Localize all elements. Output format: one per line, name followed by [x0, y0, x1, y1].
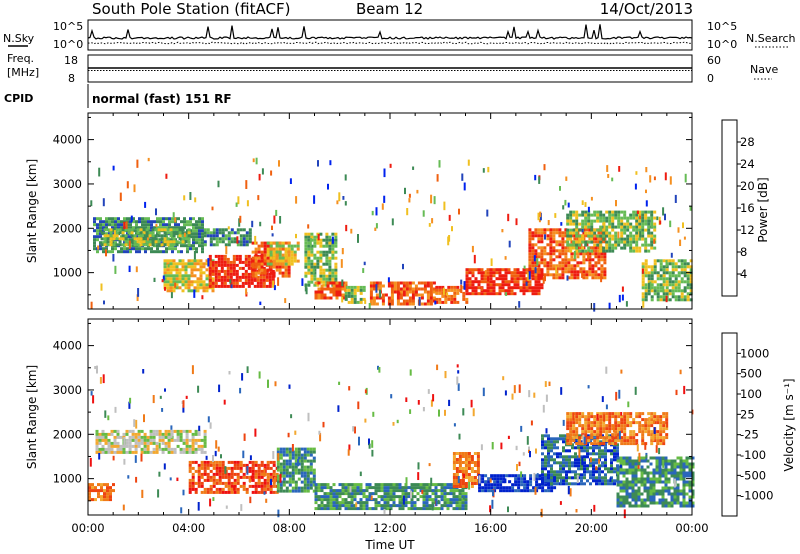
power-heatmap — [90, 157, 693, 312]
power-region-11 — [435, 285, 469, 304]
xtick-3: 12:00 — [373, 521, 406, 535]
nsky-panel: N.Sky 10^5 10^0 10^5 10^0 N.Search — [3, 19, 796, 51]
freq-panel: Freq. [MHz] 18 8 60 0 Nave — [7, 52, 778, 85]
power-region-8 — [314, 281, 348, 300]
nsearch-tick-top: 10^5 — [707, 20, 737, 33]
power-colorbar-tick-0: 4 — [740, 267, 747, 281]
velocity-colorbar-tick-4: -25 — [740, 428, 759, 442]
power-colorbar-tick-5: 24 — [740, 157, 755, 171]
velocity-ytick-3: 4000 — [53, 339, 82, 353]
freq-label: Freq. — [7, 52, 34, 65]
nsearch-label: N.Search — [746, 32, 796, 45]
power-region-9 — [344, 285, 366, 304]
nsky-label: N.Sky — [3, 32, 35, 45]
freq-tick-bottom: 8 — [68, 72, 75, 85]
velocity-region-4 — [314, 483, 468, 511]
velocity-scatter — [89, 364, 694, 519]
beam-title: Beam 12 — [356, 0, 423, 18]
xtick-4: 16:00 — [474, 521, 507, 535]
power-region-1 — [100, 228, 191, 247]
nsky-line — [87, 24, 693, 40]
velocity-colorbar: Velocity [m s⁻¹] 1000 500 100 25 -25 -100 -500… — [721, 332, 796, 517]
nave-tick-bottom: 0 — [707, 72, 714, 85]
xtick-1: 04:00 — [172, 521, 205, 535]
nsky-tick-bottom: 10^0 — [53, 38, 83, 51]
power-colorbar-label: Power [dB] — [756, 177, 770, 242]
velocity-region-3 — [276, 447, 316, 493]
nave-label: Nave — [750, 63, 778, 76]
velocity-heatmap — [88, 364, 695, 519]
time-xlabel: Time UT — [364, 538, 415, 552]
freq-unit: [MHz] — [7, 66, 39, 79]
nsearch-line — [87, 41, 693, 45]
velocity-ytick-2: 3000 — [53, 383, 82, 397]
power-colorbar-tick-4: 20 — [740, 179, 755, 193]
velocity-region-9 — [616, 456, 695, 508]
nsky-tick-top: 10^5 — [53, 20, 83, 33]
cpid-text: normal (fast) 151 RF — [92, 92, 232, 106]
power-colorbar-tick-2: 12 — [740, 223, 755, 237]
xtick-6: 00:00 — [675, 521, 708, 535]
nsearch-tick-bottom: 10^0 — [707, 38, 737, 51]
velocity-region-1 — [88, 483, 115, 502]
power-ytick-1: 2000 — [53, 221, 82, 235]
power-colorbar-tick-3: 16 — [740, 201, 755, 215]
power-region-2 — [203, 228, 252, 247]
xtick-0: 00:00 — [71, 521, 104, 535]
power-ytick-0: 1000 — [53, 266, 82, 280]
power-ytick-2: 3000 — [53, 177, 82, 191]
power-scatter — [90, 157, 692, 312]
velocity-colorbar-tick-0: 1000 — [740, 346, 769, 360]
velocity-region-5 — [452, 452, 480, 488]
station-title: South Pole Station (fitACF) — [92, 0, 290, 18]
time-x-axis: 00:00 04:00 08:00 12:00 16:00 20:00 00:00 — [71, 521, 708, 535]
power-region-7 — [304, 232, 338, 287]
power-region-15 — [641, 259, 693, 302]
velocity-panel: 1000 2000 3000 4000 00:00 04:00 08:00 12:00 16:… — [25, 318, 709, 552]
velocity-colorbar-tick-1: 500 — [740, 367, 762, 381]
power-colorbar-tick-6: 28 — [740, 135, 755, 149]
velocity-colorbar-tick-3: 25 — [740, 407, 755, 421]
power-ylabel: Slant Range [km] — [25, 159, 39, 263]
nave-tick-top: 60 — [707, 54, 721, 67]
velocity-ytick-0: 1000 — [53, 472, 82, 486]
power-colorbar-tick-1: 8 — [740, 245, 747, 259]
power-panel: 1000 2000 3000 4000 Slant Range [km] — [25, 112, 693, 312]
power-region-6 — [266, 241, 300, 266]
velocity-colorbar-tick-6: -500 — [740, 468, 766, 482]
cpid-panel: CPID normal (fast) 151 RF — [4, 84, 232, 108]
xtick-5: 20:00 — [575, 521, 608, 535]
velocity-ylabel: Slant Range [km] — [25, 365, 39, 469]
cpid-label: CPID — [4, 92, 33, 105]
velocity-colorbar-tick-2: 100 — [740, 387, 762, 401]
power-y-axis: 1000 2000 3000 4000 — [53, 113, 693, 309]
velocity-ytick-1: 2000 — [53, 427, 82, 441]
velocity-colorbar-tick-7: -1000 — [740, 489, 773, 503]
freq-tick-top: 18 — [64, 54, 78, 67]
xtick-2: 08:00 — [273, 521, 306, 535]
power-region-10 — [369, 281, 436, 306]
velocity-region-0 — [95, 429, 207, 454]
velocity-colorbar-tick-5: -100 — [740, 448, 766, 462]
power-region-3 — [163, 259, 215, 293]
velocity-y-axis: 1000 2000 3000 4000 — [53, 319, 693, 515]
velocity-colorbar-label: Velocity [m s⁻¹] — [782, 378, 796, 471]
date-title: 14/Oct/2013 — [600, 0, 693, 18]
power-colorbar: Power [dB] 4 8 12 16 20 24 28 — [721, 119, 770, 297]
power-ytick-3: 4000 — [53, 133, 82, 147]
